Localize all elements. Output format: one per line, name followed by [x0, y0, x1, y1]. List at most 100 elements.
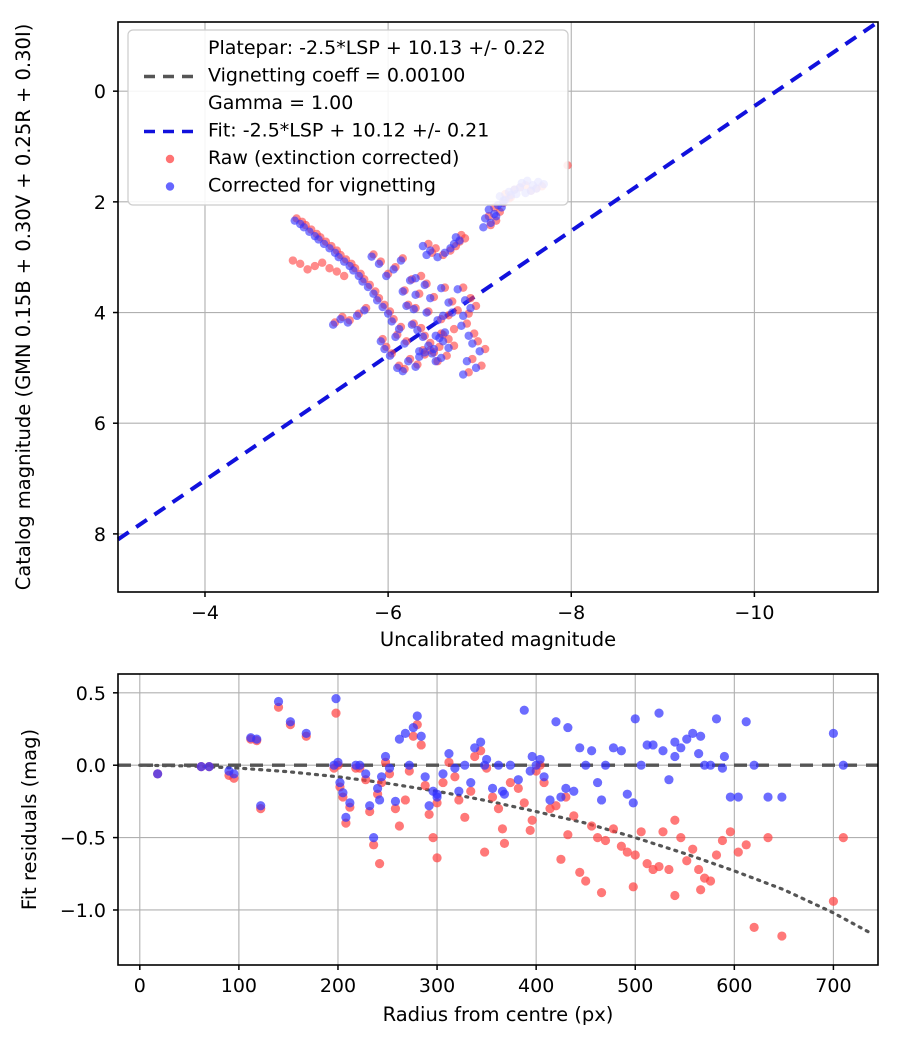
data-point — [404, 760, 414, 770]
data-point — [581, 760, 591, 770]
data-point — [432, 853, 442, 863]
data-point — [525, 825, 535, 835]
data-point — [415, 352, 424, 362]
data-point — [418, 241, 428, 251]
legend-box — [127, 29, 569, 206]
data-point — [420, 772, 430, 782]
data-point — [374, 795, 385, 805]
data-point — [763, 792, 773, 802]
data-point — [470, 751, 480, 762]
data-point — [373, 783, 383, 793]
data-point — [400, 339, 409, 348]
fit-residuals-chart: 0 100 200 300 400 500 600 700 0.5 0.0 −0.5 −1.0 Radi… — [18, 673, 879, 1026]
data-point — [285, 717, 296, 727]
data-point — [600, 760, 611, 770]
data-point — [204, 762, 214, 772]
data-point — [763, 832, 773, 843]
data-point — [464, 331, 473, 340]
data-point — [433, 252, 442, 262]
data-point — [694, 749, 704, 759]
data-point — [664, 864, 674, 875]
data-point — [382, 271, 391, 281]
data-point — [383, 309, 393, 318]
legend-label-platepar: Platepar: -2.5*LSP + 10.13 +/- 0.22 — [208, 37, 546, 59]
data-point — [416, 731, 426, 741]
data-point — [380, 751, 391, 762]
data-point — [438, 311, 448, 321]
data-point — [563, 830, 573, 840]
data-point — [361, 769, 371, 779]
data-point — [608, 824, 619, 834]
data-point — [229, 769, 239, 779]
data-point — [387, 317, 396, 326]
y-tick-label: 6 — [94, 413, 106, 435]
data-point — [450, 772, 460, 782]
data-point — [409, 305, 418, 314]
data-point — [497, 824, 508, 834]
data-point — [339, 271, 349, 281]
data-point — [630, 850, 640, 860]
y-axis-title: Catalog magnitude (GMN 0.15B + 0.30V + 0… — [12, 24, 35, 591]
data-point — [437, 353, 446, 363]
data-point — [527, 751, 537, 762]
data-point — [424, 809, 434, 820]
data-point — [696, 731, 706, 741]
data-point — [696, 885, 706, 895]
data-point — [535, 754, 545, 765]
data-point — [378, 302, 387, 312]
data-point — [741, 840, 751, 850]
data-point — [682, 856, 692, 866]
data-point — [719, 751, 730, 762]
data-point — [484, 205, 494, 214]
data-point — [352, 311, 362, 321]
data-point — [153, 769, 163, 779]
data-point — [688, 844, 698, 854]
data-point — [424, 801, 434, 811]
data-point — [513, 783, 523, 793]
x-axis-title: Radius from centre (px) — [383, 1003, 614, 1026]
data-point — [376, 772, 387, 782]
data-point — [457, 321, 466, 331]
data-point — [628, 798, 638, 808]
data-point — [394, 734, 405, 744]
data-point — [592, 832, 603, 843]
data-point — [325, 264, 334, 273]
data-point — [471, 363, 481, 373]
data-point — [444, 343, 453, 353]
data-point — [462, 357, 472, 366]
data-point — [717, 835, 728, 846]
data-point — [596, 888, 607, 898]
data-point — [749, 760, 759, 770]
data-point — [317, 258, 327, 267]
data-point — [563, 722, 573, 733]
data-point — [301, 728, 311, 738]
data-point — [460, 812, 470, 822]
series-corrected — [153, 694, 848, 843]
photometric-calibration-chart: −4 −6 −8 −10 0 2 4 6 8 Uncalibrated magnitude Cata… — [12, 20, 880, 651]
data-point — [372, 296, 382, 305]
data-point — [642, 859, 652, 869]
data-point — [400, 728, 410, 738]
data-point — [466, 777, 476, 788]
data-point — [428, 832, 438, 843]
data-point — [411, 362, 420, 371]
data-point — [479, 223, 488, 232]
data-point — [341, 812, 351, 822]
data-point — [525, 766, 535, 776]
y-tick-label: 2 — [94, 192, 106, 214]
x-tick-label: 0 — [134, 975, 146, 997]
data-point — [670, 890, 680, 901]
data-point — [333, 757, 343, 767]
data-point — [290, 216, 299, 225]
data-point — [460, 296, 470, 305]
data-point — [273, 696, 284, 707]
data-point — [345, 798, 355, 808]
data-point — [519, 798, 529, 808]
legend-label-corrected: Corrected for vignetting — [208, 175, 436, 197]
data-point — [741, 717, 751, 727]
data-point — [459, 370, 468, 379]
data-point — [556, 792, 566, 802]
data-point — [717, 763, 728, 773]
data-point — [440, 248, 450, 257]
